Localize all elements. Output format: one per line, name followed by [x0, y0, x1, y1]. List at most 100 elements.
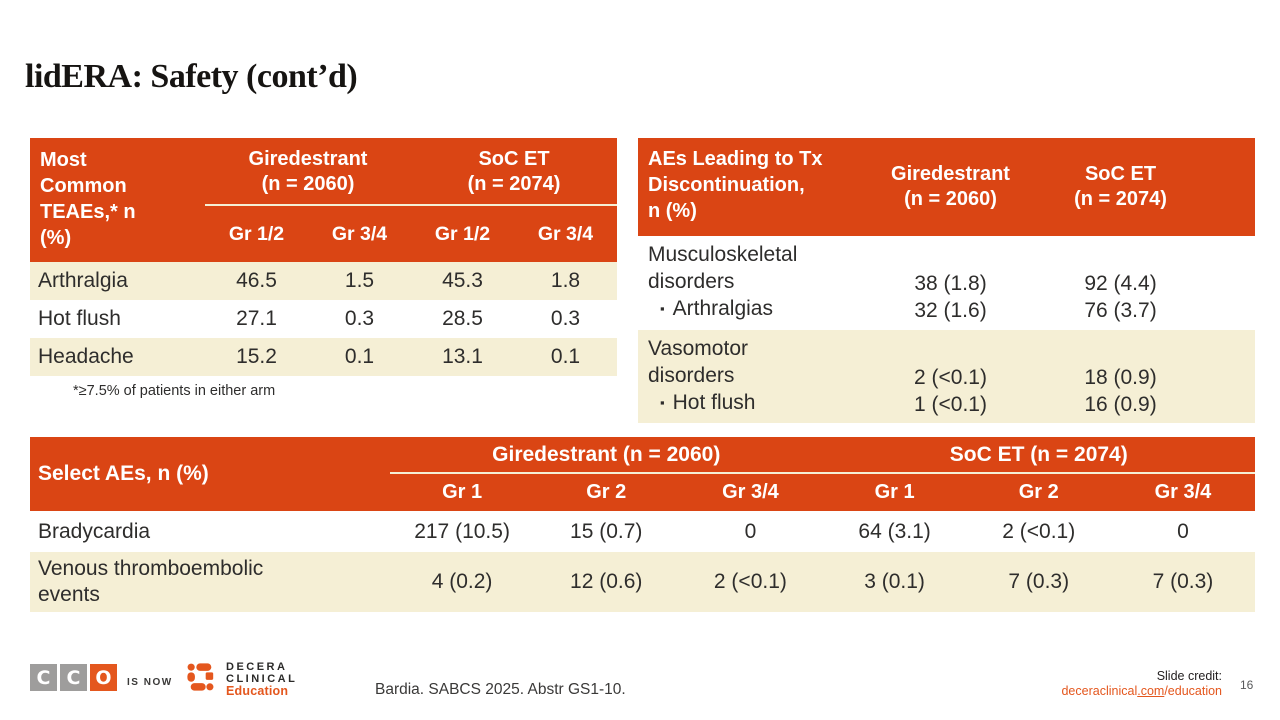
row-label-text: Venous thromboembolic events [38, 557, 264, 606]
column-header: Gr 1/2 [434, 222, 491, 245]
select-group-giredestrant: Giredestrant (n = 2060) [390, 437, 823, 474]
row-label-text: Bradycardia [38, 519, 151, 543]
table-cell: 2 (<0.1) 1 (<0.1) [863, 330, 1038, 424]
clinical-word: CLINICAL [226, 673, 298, 685]
cell-subvalue: 1 (<0.1) [914, 393, 987, 416]
table-cell: 0.1 [550, 345, 581, 368]
table-cell: 46.5 [236, 269, 277, 292]
teae-corner-line: (%) [40, 227, 72, 249]
cco-logo-letter: C [30, 664, 57, 691]
table-cell: 12 (0.6) [570, 570, 643, 593]
disc-group-giredestrant: Giredestrant (n = 2060) [863, 162, 1038, 212]
table-cell: 2 (<0.1) [1002, 519, 1076, 543]
row-sublabel-text: Arthralgias [672, 297, 773, 320]
table-cell: 3 (0.1) [864, 570, 925, 593]
bullet-icon: ▪ [660, 301, 665, 316]
table-cell: 15 (0.7) [570, 519, 643, 543]
table-row: Headache 15.2 0.1 13.1 0.1 [30, 338, 617, 376]
teae-group-giredestrant: Giredestrant (n = 2060) [205, 147, 411, 197]
table-row: Arthralgia 46.5 1.5 45.3 1.8 [30, 262, 617, 300]
table-cell: 92 (4.4) 76 (3.7) [1038, 236, 1203, 330]
cell-subvalue: 32 (1.6) [914, 299, 987, 322]
row-sublabel-text: Hot flush [672, 391, 756, 414]
select-ae-table: Select AEs, n (%) Giredestrant (n = 2060… [30, 437, 1255, 612]
slide-credit-label: Slide credit: [1156, 669, 1222, 683]
disc-corner-line: n (%) [648, 200, 697, 222]
table-cell: 4 (0.2) [431, 570, 493, 593]
row-label: Venous thromboembolic events [30, 556, 390, 608]
table-cell: 1.5 [344, 269, 375, 292]
teae-corner-header: Most Common TEAEs,* n (%) [30, 138, 205, 262]
table-cell: 0.1 [344, 345, 375, 368]
row-label: Vasomotor disorders ▪ Hot flush [638, 330, 863, 424]
group-n: (n = 2074) [1074, 188, 1167, 210]
table-cell: 27.1 [236, 307, 277, 330]
table-cell: 217 (10.5) [414, 519, 510, 543]
cco-logo-letter: C [60, 664, 87, 691]
decera-logo-text: DECERA CLINICAL Education [226, 661, 297, 698]
cell-value: 18 (0.9) [1084, 366, 1157, 389]
table-cell: 7 (0.3) [1008, 570, 1070, 593]
row-label: Bradycardia [30, 519, 390, 545]
citation: Bardia. SABCS 2025. Abstr GS1-10. [375, 681, 626, 698]
cell-value: 92 (4.4) [1084, 272, 1157, 295]
cell-subvalue: 16 (0.9) [1084, 393, 1157, 416]
page-number: 16 [1240, 678, 1254, 692]
slide-credit-link[interactable]: deceraclinical.com/education [1061, 684, 1222, 698]
row-label-text: Vasomotor disorders [648, 337, 748, 387]
table-cell: 2 (<0.1) [713, 570, 787, 593]
table-cell: 0.3 [344, 307, 375, 330]
column-header: Gr 1/2 [228, 222, 285, 245]
group-n: (n = 2060) [261, 173, 355, 195]
select-ae-table-header: Select AEs, n (%) Giredestrant (n = 2060… [30, 437, 1255, 511]
table-cell: 38 (1.8) 32 (1.6) [863, 236, 1038, 330]
discontinuation-corner-header: AEs Leading to Tx Discontinuation, n (%) [638, 138, 863, 236]
discontinuation-table: AEs Leading to Tx Discontinuation, n (%)… [638, 138, 1255, 423]
slide-credit: Slide credit: deceraclinical.com/educati… [1061, 669, 1222, 699]
teae-table-header: Most Common TEAEs,* n (%) Giredestrant (… [30, 138, 617, 262]
disc-group-soc-et: SoC ET (n = 2074) [1038, 162, 1203, 212]
teae-subheader-row: Gr 1/2 Gr 3/4 Gr 1/2 Gr 3/4 [205, 206, 617, 262]
column-header: Gr 2 [1018, 481, 1059, 503]
row-label-text: Musculoskeletal disorders [648, 243, 798, 293]
row-label: Headache [38, 345, 134, 368]
select-group-soc-et: SoC ET (n = 2074) [822, 437, 1255, 474]
column-header: Gr 3/4 [537, 222, 594, 245]
table-row: Venous thromboembolic events 4 (0.2) 12 … [30, 552, 1255, 612]
group-n: (n = 2060) [904, 188, 997, 210]
column-header: Gr 3/4 [722, 481, 779, 503]
table-row: Vasomotor disorders ▪ Hot flush 2 (<0.1) … [638, 330, 1255, 423]
table-cell: 0.3 [550, 307, 581, 330]
group-name: SoC ET [1084, 163, 1157, 185]
table-row: Bradycardia 217 (10.5) 15 (0.7) 0 64 (3.… [30, 511, 1255, 552]
table-cell: 7 (0.3) [1152, 570, 1214, 593]
cell-value: 2 (<0.1) [914, 366, 987, 389]
table-cell: 18 (0.9) 16 (0.9) [1038, 330, 1203, 424]
teae-corner-line: Most [40, 149, 87, 171]
decera-logo-icon [187, 663, 214, 691]
decera-word: DECERA [226, 661, 288, 673]
column-header: Gr 1 [874, 481, 915, 503]
group-n: (n = 2074) [467, 173, 561, 195]
disc-corner-line: Discontinuation, [648, 174, 805, 196]
row-label: Arthralgia [38, 269, 128, 292]
table-row: Musculoskeletal disorders ▪ Arthralgias 3… [638, 236, 1255, 330]
cell-subvalue: 76 (3.7) [1084, 299, 1157, 322]
select-ae-corner-header: Select AEs, n (%) [38, 462, 209, 485]
column-header: Gr 3/4 [1154, 481, 1212, 503]
column-header: Gr 2 [586, 481, 627, 503]
education-word: Education [226, 684, 289, 698]
page-title: lidERA: Safety (cont’d) [25, 58, 358, 95]
table-cell: 28.5 [442, 307, 483, 330]
teae-footnote: *≥7.5% of patients in either arm [73, 383, 276, 399]
group-name: Giredestrant [891, 163, 1010, 185]
cell-value: 38 (1.8) [914, 272, 987, 295]
teae-group-soc-et: SoC ET (n = 2074) [411, 147, 617, 197]
table-cell: 45.3 [442, 269, 483, 292]
row-label: Musculoskeletal disorders ▪ Arthralgias [638, 236, 863, 330]
teae-group-row: Giredestrant (n = 2060) SoC ET (n = 2074… [205, 147, 617, 206]
table-cell: 13.1 [442, 345, 483, 368]
column-header: Gr 3/4 [331, 222, 388, 245]
table-cell: 0 [744, 519, 757, 543]
